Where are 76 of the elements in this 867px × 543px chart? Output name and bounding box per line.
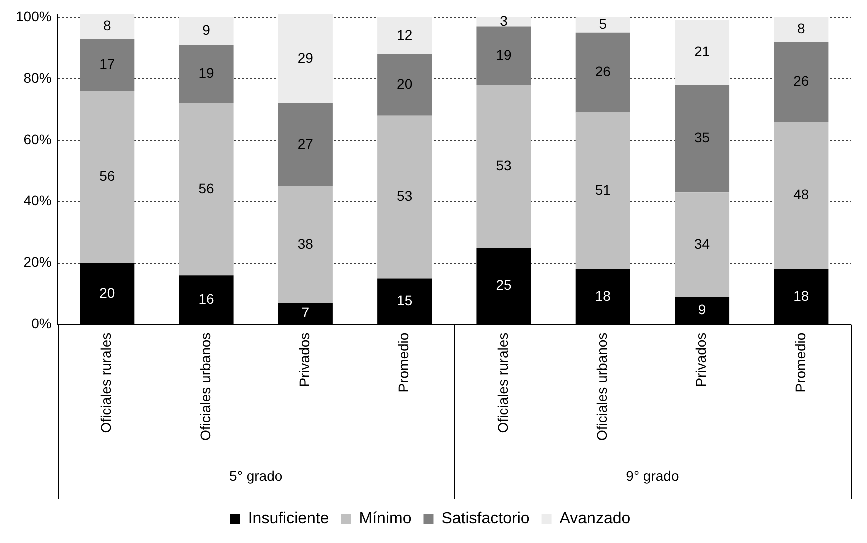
bar xyxy=(774,122,829,270)
data-label: 16 xyxy=(198,290,215,307)
data-label: 25 xyxy=(496,277,512,294)
data-label: 18 xyxy=(794,288,810,304)
data-label: 3 xyxy=(500,12,508,29)
bar xyxy=(278,186,333,304)
y-tick-label: 40% xyxy=(24,192,52,209)
x-tick-label: Privados xyxy=(693,332,710,388)
bar xyxy=(476,85,532,248)
x-tick-label: Promedio xyxy=(396,332,412,393)
legend-label: Insuficiente xyxy=(248,510,330,528)
bar xyxy=(675,192,730,298)
y-tick-label: 0% xyxy=(32,316,52,332)
data-label: 19 xyxy=(496,46,512,63)
text: 5° grado xyxy=(230,468,283,484)
data-label: 9 xyxy=(698,302,706,318)
data-label: 5 xyxy=(599,16,608,32)
bar xyxy=(774,17,829,42)
data-label: 26 xyxy=(794,72,810,89)
y-tick-label: 60% xyxy=(24,131,52,148)
bar xyxy=(80,38,135,92)
data-label: 17 xyxy=(100,56,116,72)
data-label: 27 xyxy=(298,136,314,152)
bar xyxy=(576,112,630,270)
data-label: 19 xyxy=(198,65,215,82)
bar xyxy=(378,116,432,279)
bar xyxy=(576,17,630,33)
data-label: 34 xyxy=(694,236,710,252)
data-label: 7 xyxy=(302,304,310,321)
data-label: 20 xyxy=(100,284,116,301)
bar xyxy=(80,91,135,264)
bar xyxy=(476,17,532,27)
data-label: 9 xyxy=(202,22,211,38)
legend-label: Satisfactorio xyxy=(442,510,530,528)
data-label: 15 xyxy=(397,292,413,308)
bar xyxy=(179,45,234,104)
data-label: 51 xyxy=(595,182,612,198)
data-label: 20 xyxy=(397,76,413,92)
x-tick-label: Privados xyxy=(296,332,313,388)
data-label: 48 xyxy=(794,186,810,203)
data-label: 53 xyxy=(397,188,413,204)
bar xyxy=(278,14,333,104)
bar xyxy=(278,104,333,187)
x-tick-label: Oficiales urbanos xyxy=(197,332,214,442)
data-label: 8 xyxy=(103,18,112,34)
x-tick-label: Oficiales urbanos xyxy=(594,332,610,442)
data-label: 56 xyxy=(198,180,215,196)
data-label: 18 xyxy=(595,288,612,304)
x-tick-label: Promedio xyxy=(792,332,808,393)
bar xyxy=(774,42,829,122)
data-label: 21 xyxy=(694,44,710,60)
data-label: 26 xyxy=(595,64,612,80)
data-label: 56 xyxy=(100,168,116,184)
y-tick-label: 80% xyxy=(24,70,52,86)
legend-label: Mínimo xyxy=(359,510,412,528)
data-label: 12 xyxy=(397,26,413,43)
y-tick-label: 100% xyxy=(16,8,52,24)
bar xyxy=(378,17,432,54)
data-label: 8 xyxy=(798,20,806,37)
data-label: 53 xyxy=(496,157,512,174)
text: 9° grado xyxy=(626,468,680,484)
data-label: 29 xyxy=(298,50,314,66)
y-tick-label: 20% xyxy=(24,254,52,270)
bar xyxy=(476,26,532,86)
bar xyxy=(675,20,730,86)
bar xyxy=(179,104,234,276)
bar xyxy=(80,14,135,39)
bar xyxy=(378,54,432,116)
bar xyxy=(675,85,730,193)
data-label: 35 xyxy=(694,130,710,146)
x-tick-label: Oficiales rurales xyxy=(494,332,511,434)
x-tick-label: Oficiales rurales xyxy=(98,332,114,434)
data-label: 38 xyxy=(298,236,314,252)
bar xyxy=(576,32,630,113)
legend-label: Avanzado xyxy=(560,510,631,528)
bar xyxy=(179,17,234,46)
